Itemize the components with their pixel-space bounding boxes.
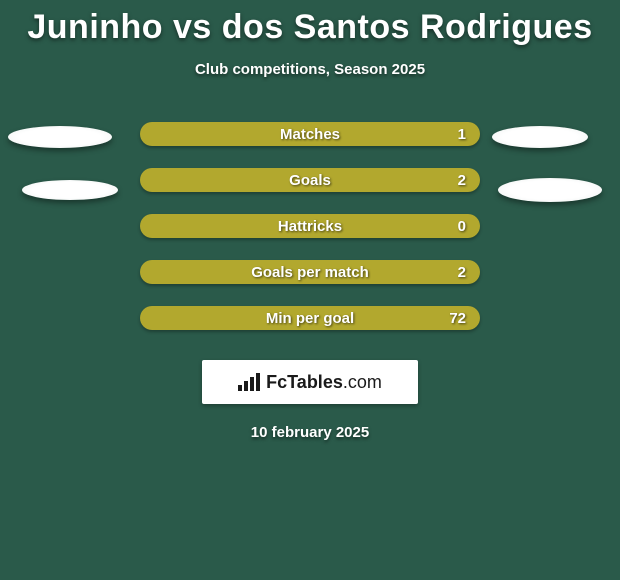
decorative-ellipse — [498, 178, 602, 202]
stat-value: 2 — [458, 264, 466, 281]
stat-value: 72 — [449, 310, 466, 327]
comparison-infographic: Juninho vs dos Santos Rodrigues Club com… — [0, 0, 620, 580]
decorative-ellipse — [492, 126, 588, 148]
stat-label: Matches — [280, 126, 340, 143]
decorative-ellipse — [8, 126, 112, 148]
stat-label: Goals per match — [251, 264, 369, 281]
brand-main: FcTables — [266, 372, 343, 392]
stats-list: Matches 1 Goals 2 Hattricks 0 Goals per match 2… — [140, 122, 480, 330]
brand-suffix: .com — [343, 372, 382, 392]
stat-row: Goals per match 2 — [140, 260, 480, 284]
bar-chart-icon — [238, 373, 260, 391]
stat-value: 1 — [458, 126, 466, 143]
stat-row: Matches 1 — [140, 122, 480, 146]
stat-row: Hattricks 0 — [140, 214, 480, 238]
stat-label: Hattricks — [278, 218, 342, 235]
stat-value: 2 — [458, 172, 466, 189]
decorative-ellipse — [22, 180, 118, 200]
subtitle: Club competitions, Season 2025 — [195, 61, 425, 78]
page-title: Juninho vs dos Santos Rodrigues — [27, 8, 592, 47]
brand-text: FcTables.com — [266, 372, 382, 393]
brand-logo: FcTables.com — [202, 360, 418, 404]
stat-value: 0 — [458, 218, 466, 235]
stat-label: Min per goal — [266, 310, 354, 327]
stat-label: Goals — [289, 172, 331, 189]
stat-row: Goals 2 — [140, 168, 480, 192]
date-text: 10 february 2025 — [251, 424, 369, 441]
stat-row: Min per goal 72 — [140, 306, 480, 330]
